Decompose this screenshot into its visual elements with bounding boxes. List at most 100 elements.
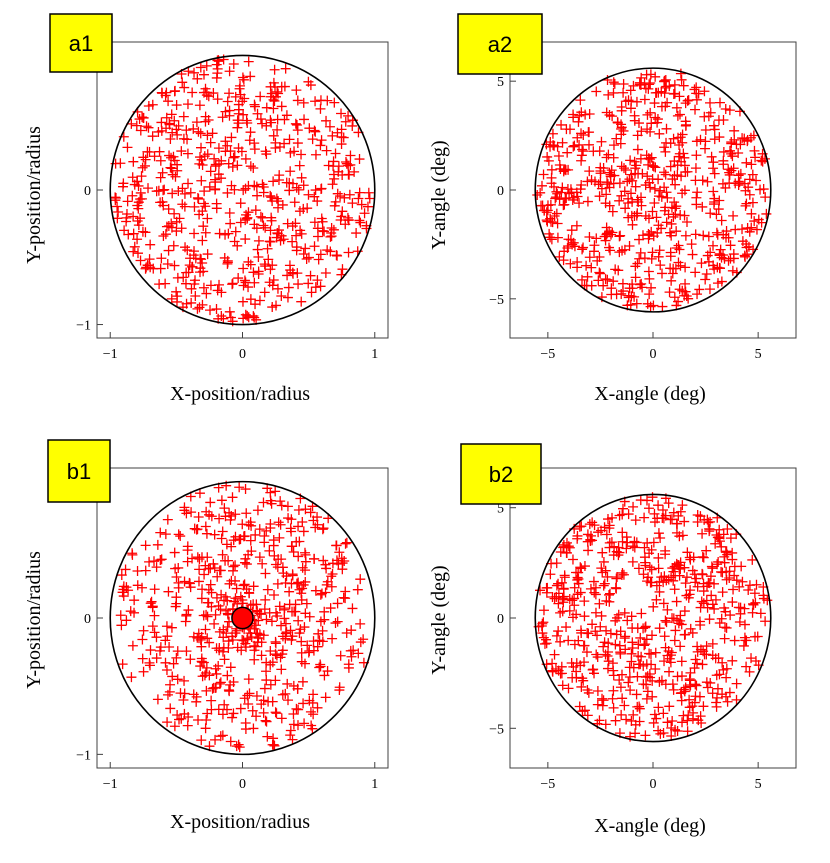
scatter-point: [173, 120, 184, 131]
scatter-point: [706, 590, 717, 601]
scatter-point: [721, 622, 732, 633]
scatter-point: [210, 663, 221, 674]
scatter-point: [545, 136, 556, 147]
scatter-point: [198, 610, 209, 621]
scatter-point: [635, 495, 646, 506]
scatter-point: [189, 228, 200, 239]
scatter-point: [697, 201, 708, 212]
scatter-point: [590, 582, 601, 593]
scatter-point: [718, 159, 729, 170]
scatter-point: [183, 267, 194, 278]
scatter-point: [646, 564, 657, 575]
scatter-point: [583, 127, 594, 138]
scatter-point: [719, 602, 730, 613]
scatter-point: [219, 654, 230, 665]
scatter-point: [232, 160, 243, 171]
scatter-point: [601, 189, 612, 200]
scatter-point: [179, 82, 190, 93]
scatter-point: [160, 657, 171, 668]
scatter-point: [674, 91, 685, 102]
scatter-point: [653, 528, 664, 539]
scatter-point: [582, 196, 593, 207]
scatter-point: [121, 615, 132, 626]
scatter-point: [592, 699, 603, 710]
scatter-point: [135, 213, 146, 224]
scatter-point: [250, 205, 261, 216]
scatter-point: [690, 679, 701, 690]
scatter-point: [198, 221, 209, 232]
scatter-point: [647, 206, 658, 217]
scatter-point: [709, 578, 720, 589]
scatter-point: [239, 275, 250, 286]
scatter-point: [733, 180, 744, 191]
scatter-point: [547, 128, 558, 139]
scatter-point: [632, 144, 643, 155]
scatter-point: [198, 69, 209, 80]
scatter-point: [602, 650, 613, 661]
scatter-point: [229, 236, 240, 247]
scatter-point: [691, 199, 702, 210]
scatter-point: [201, 288, 212, 299]
scatter-point: [657, 504, 668, 515]
scatter-point: [675, 210, 686, 221]
scatter-point: [280, 628, 291, 639]
scatter-point: [663, 209, 674, 220]
scatter-point: [591, 233, 602, 244]
scatter-point: [344, 189, 355, 200]
scatter-point: [291, 230, 302, 241]
scatter-point: [300, 504, 311, 515]
scatter-point: [634, 253, 645, 264]
scatter-point: [623, 198, 634, 209]
x-tick-label: 5: [755, 777, 762, 792]
scatter-point: [355, 637, 366, 648]
scatter-point: [263, 254, 274, 265]
scatter-point: [252, 190, 263, 201]
scatter-point: [546, 234, 557, 245]
scatter-point: [703, 231, 714, 242]
scatter-point: [213, 660, 224, 671]
scatter-point: [256, 650, 267, 661]
scatter-point: [553, 578, 564, 589]
scatter-point: [309, 553, 320, 564]
scatter-point: [632, 258, 643, 269]
scatter-point: [678, 80, 689, 91]
scatter-point: [137, 634, 148, 645]
scatter-point: [343, 110, 354, 121]
scatter-point: [166, 109, 177, 120]
scatter-point: [654, 676, 665, 687]
scatter-point: [261, 102, 272, 113]
scatter-point: [579, 657, 590, 668]
scatter-point: [646, 253, 657, 264]
scatter-point: [669, 561, 680, 572]
scatter-point: [136, 171, 147, 182]
scatter-point: [643, 233, 654, 244]
scatter-point: [327, 568, 338, 579]
scatter-point: [262, 731, 273, 742]
scatter-point: [237, 72, 248, 83]
scatter-point: [249, 654, 260, 665]
scatter-point: [190, 253, 201, 264]
scatter-point: [315, 103, 326, 114]
scatter-point: [237, 598, 248, 609]
scatter-point: [557, 182, 568, 193]
scatter-point: [332, 598, 343, 609]
scatter-point: [671, 558, 682, 569]
scatter-point: [180, 242, 191, 253]
scatter-point: [716, 566, 727, 577]
scatter-point: [654, 245, 665, 256]
scatter-point: [551, 208, 562, 219]
scatter-point: [268, 176, 279, 187]
scatter-point: [145, 239, 156, 250]
scatter-point: [711, 692, 722, 703]
x-axis-label: X-angle (deg): [594, 383, 706, 405]
scatter-point: [551, 580, 562, 591]
scatter-point: [708, 186, 719, 197]
scatter-point: [325, 246, 336, 257]
boundary-circle: [534, 493, 772, 743]
scatter-point: [655, 185, 666, 196]
scatter-point: [334, 685, 345, 696]
scatter-point: [190, 291, 201, 302]
scatter-point: [221, 704, 232, 715]
scatter-point: [689, 697, 700, 708]
scatter-point: [583, 139, 594, 150]
